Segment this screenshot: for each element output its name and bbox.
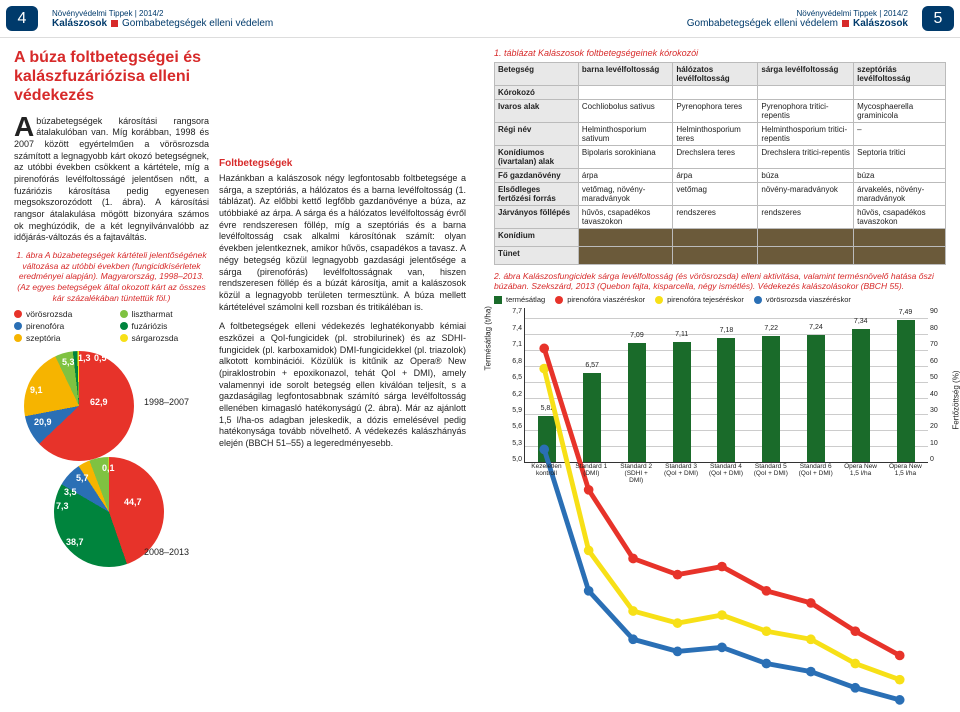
figure1-legend: vörösrozsdalisztharmatpirenofórafuzárióz… — [14, 309, 209, 343]
figure2-chart: Termésátlag (t/ha) Fertőzöttség (%) 5,05… — [494, 308, 946, 483]
figure1-caption: 1. ábra A búzabetegségek kártételi jelen… — [14, 250, 209, 303]
series-label: Növényvédelmi Tippek | 2014/2 — [52, 9, 472, 18]
table1: Betegségbarna levélfoltossághálózatos le… — [494, 62, 946, 265]
figure2-legend: termésátlagpirenofóra viaszéréskorpireno… — [494, 295, 946, 304]
figure2-caption: 2. ábra Kalászosfungicidek sárga levélfo… — [494, 271, 946, 291]
separator-icon — [842, 20, 849, 27]
section-subhead: Foltbetegségek — [219, 158, 466, 169]
figure1-pies: 1998–2007 2008–2013 62,9 9,1 20,9 5,3 1,… — [14, 347, 209, 577]
article-title: A búza foltbetegségei és kalászfuzáriózi… — [14, 48, 209, 106]
body-para-1: Hazánkban a kalászosok négy legfontosabb… — [219, 173, 466, 313]
table1-caption: 1. táblázat Kalászosok foltbetegségeinek… — [494, 48, 946, 58]
intro-paragraph: Abúzabetegségek károsítási rangsora átal… — [14, 116, 209, 245]
page-number-left: 4 — [6, 6, 38, 31]
separator-icon — [111, 20, 118, 27]
header-right: 5 Növényvédelmi Tippek | 2014/2 Gombabet… — [480, 0, 960, 38]
page-number-right: 5 — [922, 6, 954, 31]
body-para-2: A foltbetegségek elleni védekezés leghat… — [219, 321, 466, 450]
header-left: 4 Növényvédelmi Tippek | 2014/2 Kalászos… — [0, 0, 480, 38]
